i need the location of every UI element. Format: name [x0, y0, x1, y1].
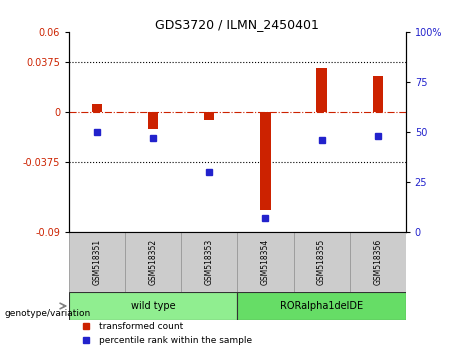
Bar — [237, 232, 294, 292]
Text: wild type: wild type — [131, 301, 176, 311]
Bar — [181, 232, 237, 292]
Bar — [69, 232, 125, 292]
Bar — [372, 76, 383, 112]
Text: GSM518353: GSM518353 — [205, 239, 214, 285]
Text: percentile rank within the sample: percentile rank within the sample — [100, 336, 253, 344]
Text: GSM518355: GSM518355 — [317, 239, 326, 285]
Text: GSM518354: GSM518354 — [261, 239, 270, 285]
Bar — [237, 292, 406, 320]
Text: GSM518351: GSM518351 — [93, 239, 102, 285]
Bar — [260, 112, 271, 210]
Bar — [69, 292, 237, 320]
Bar — [204, 112, 214, 120]
Text: transformed count: transformed count — [100, 322, 183, 331]
Text: genotype/variation: genotype/variation — [5, 309, 91, 318]
Title: GDS3720 / ILMN_2450401: GDS3720 / ILMN_2450401 — [155, 18, 319, 31]
Text: GSM518352: GSM518352 — [149, 239, 158, 285]
Text: GSM518356: GSM518356 — [373, 239, 382, 285]
Bar — [148, 112, 158, 130]
Bar — [92, 104, 102, 112]
Bar — [317, 68, 326, 112]
Text: RORalpha1delDE: RORalpha1delDE — [280, 301, 363, 311]
Bar — [125, 232, 181, 292]
Bar — [349, 232, 406, 292]
Bar — [294, 232, 349, 292]
